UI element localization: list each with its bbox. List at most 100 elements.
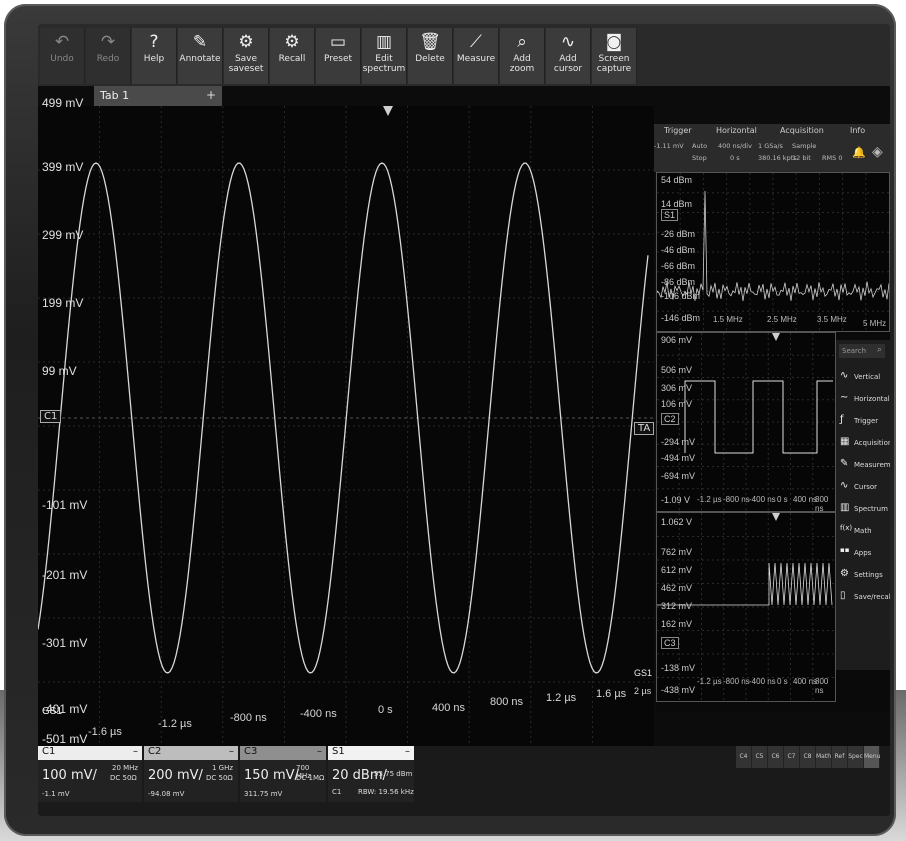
recall-button[interactable]: ⚙ Recall xyxy=(270,28,315,84)
redo-button[interactable]: ↷ Redo xyxy=(86,28,131,84)
slot-spec[interactable]: Spec xyxy=(848,746,864,768)
c2-y-label: 506 mV xyxy=(661,365,693,375)
menu-item-math[interactable]: f(x) Math xyxy=(840,524,872,535)
measure-button[interactable]: ⟋ Measure xyxy=(454,28,499,84)
c3-trigger-marker xyxy=(772,513,780,521)
channel-c2[interactable]: C2– 200 mV/ 1 GHz DC 50Ω -94.08 mV xyxy=(144,746,238,802)
c1-header: C1– xyxy=(38,746,142,760)
menu-item-acquisition[interactable]: ▦ Acquisition xyxy=(840,436,890,447)
s1-source: C1 xyxy=(332,788,342,796)
channel-c3[interactable]: C3– 150 mV/ 700 MHz DC 1MΩ 311.75 mV xyxy=(240,746,326,802)
zoom-icon: ⌕ xyxy=(517,32,527,52)
slot-c8[interactable]: C8 xyxy=(800,746,816,768)
menu-item-spectrum[interactable]: ▥ Spectrum xyxy=(840,502,888,513)
trigger-mode: Auto xyxy=(692,142,708,150)
c3-y-label: 462 mV xyxy=(661,583,693,593)
c2-square-waveform xyxy=(684,380,833,454)
menu-item-trigger[interactable]: ƒ Trigger xyxy=(840,414,879,425)
menu-item-cursor[interactable]: ∿ Cursor xyxy=(840,480,878,491)
slot-c4[interactable]: C4 xyxy=(736,746,752,768)
s1-minimize-button[interactable]: – xyxy=(405,746,410,757)
acq-points: 380.16 kpts xyxy=(758,154,797,162)
c2-minimize-button[interactable]: – xyxy=(229,746,234,757)
search-input[interactable]: Search ⌕ xyxy=(839,344,885,358)
acq-bits: 12 bit xyxy=(792,154,811,162)
c3-y-label: -138 mV xyxy=(661,663,696,673)
menu-item-vertical[interactable]: ∿ Vertical xyxy=(840,370,881,381)
c1-offset-marker[interactable]: C1 xyxy=(40,410,62,423)
delete-button[interactable]: 🗑 Delete xyxy=(408,28,453,84)
acq-mode: Sample xyxy=(792,142,817,150)
sine-waveform xyxy=(38,162,649,674)
menu-item-settings[interactable]: ⚙ Settings xyxy=(840,568,883,579)
undo-icon: ↶ xyxy=(54,32,70,52)
annotate-button[interactable]: ✎ Annotate xyxy=(178,28,223,84)
help-button[interactable]: ? Help xyxy=(132,28,177,84)
horizontal-title: Horizontal xyxy=(716,126,757,135)
horizontal-position: 0 s xyxy=(730,154,740,162)
redo-icon: ↷ xyxy=(100,32,116,52)
tab-1[interactable]: Tab 1 + xyxy=(94,86,222,106)
trigger-level-marker[interactable]: TA xyxy=(634,422,655,435)
waveform-grid xyxy=(38,106,654,746)
s1-marker[interactable]: S1 xyxy=(661,209,679,221)
main-waveform-area[interactable]: 499 mV 399 mV 299 mV 199 mV 99 mV -101 m… xyxy=(38,96,655,746)
x-label: 800 ns xyxy=(490,696,524,708)
c2-marker[interactable]: C2 xyxy=(661,413,679,425)
channel-c1[interactable]: C1– 100 mV/ 20 MHz DC 50Ω -1.1 mV xyxy=(38,746,142,802)
screen-capture-button[interactable]: ◙ Screen capture xyxy=(592,28,637,84)
c2-offset: -94.08 mV xyxy=(148,790,185,798)
slot-math[interactable]: Math xyxy=(816,746,832,768)
c3-y-label: 312 mV xyxy=(661,601,693,611)
slot-c5[interactable]: C5 xyxy=(752,746,768,768)
bell-icon[interactable]: 🔔 xyxy=(852,146,866,159)
preset-button[interactable]: ▭ Preset xyxy=(316,28,361,84)
undo-button[interactable]: ↶ Undo xyxy=(40,28,85,84)
trigger-level: -1.11 mV xyxy=(654,142,684,150)
slot-menu[interactable]: Menu xyxy=(864,746,880,768)
c2-pane[interactable]: 906 mV 506 mV 306 mV 106 mV -294 mV -494… xyxy=(656,332,836,513)
menu-item-measurement[interactable]: ✎Measurement xyxy=(840,458,890,469)
recall-gear-icon: ⚙ xyxy=(284,32,300,52)
slot-c6[interactable]: C6 xyxy=(768,746,784,768)
trigger-title: Trigger xyxy=(664,126,692,135)
trigger-state: Stop xyxy=(692,154,707,162)
menu-item-horizontal[interactable]: ∼ Horizontal xyxy=(840,392,890,403)
spec-y-label: -106 dBm xyxy=(661,291,701,301)
spec-x-label: 5 MHz xyxy=(863,319,887,328)
help-icon: ? xyxy=(149,32,159,52)
rs-logo-icon: ◈ xyxy=(872,144,883,160)
c2-x-label: 0 s xyxy=(777,495,788,504)
add-zoom-button[interactable]: ⌕ Add zoom xyxy=(500,28,545,84)
slot-ref[interactable]: Ref xyxy=(832,746,848,768)
slot-c7[interactable]: C7 xyxy=(784,746,800,768)
save-saveset-button[interactable]: ⚙ Save saveset xyxy=(224,28,269,84)
c3-pane[interactable]: 1.062 V 762 mV 612 mV 462 mV 312 mV 162 … xyxy=(656,512,836,702)
tab-label: Tab 1 xyxy=(100,89,130,102)
edit-spectrum-button[interactable]: ▥ Edit spectrum xyxy=(362,28,407,84)
acq-rms: RMS 0 xyxy=(822,154,843,162)
add-cursor-button[interactable]: ∿ Add cursor xyxy=(546,28,591,84)
c3-marker[interactable]: C3 xyxy=(661,637,679,649)
menu-item-save-recall[interactable]: ▯ Save/recall xyxy=(840,590,890,601)
c1-minimize-button[interactable]: – xyxy=(133,746,138,757)
spectrum-pane[interactable]: 54 dBm 14 dBm -26 dBm -46 dBm -66 dBm -8… xyxy=(656,172,890,332)
horizontal-scale: 400 ns/div xyxy=(718,142,752,150)
y-label: 399 mV xyxy=(42,160,84,174)
c3-x-label: 0 s xyxy=(777,677,788,686)
c1-coupling: DC 50Ω xyxy=(110,774,137,782)
c2-scale: 200 mV/ xyxy=(148,768,203,783)
c2-plot xyxy=(657,333,835,511)
c3-coupling: DC 1MΩ xyxy=(296,774,325,782)
acquisition-icon: ▦ xyxy=(840,436,850,447)
channel-bar: C1– 100 mV/ 20 MHz DC 50Ω -1.1 mV C2– 20… xyxy=(38,746,890,816)
c2-y-label: -294 mV xyxy=(661,437,696,447)
status-bar[interactable]: ⚙ Trigger Edge -1.11 mV Auto Stop Horizo… xyxy=(612,124,890,172)
right-panes: 54 dBm 14 dBm -26 dBm -46 dBm -66 dBm -8… xyxy=(656,172,890,712)
side-menu: Search ⌕ ∿ Vertical ∼ Horizontal ƒ Trigger ▦… xyxy=(836,340,890,670)
channel-s1[interactable]: S1– 20 dBm/ 53.75 dBm C1 RBW: 19.56 kHz xyxy=(328,746,414,802)
add-tab-button[interactable]: + xyxy=(205,88,216,102)
y-label: -401 mV xyxy=(42,702,88,716)
menu-item-apps[interactable]: ▪▪ Apps xyxy=(840,546,872,557)
c3-minimize-button[interactable]: – xyxy=(317,746,322,757)
